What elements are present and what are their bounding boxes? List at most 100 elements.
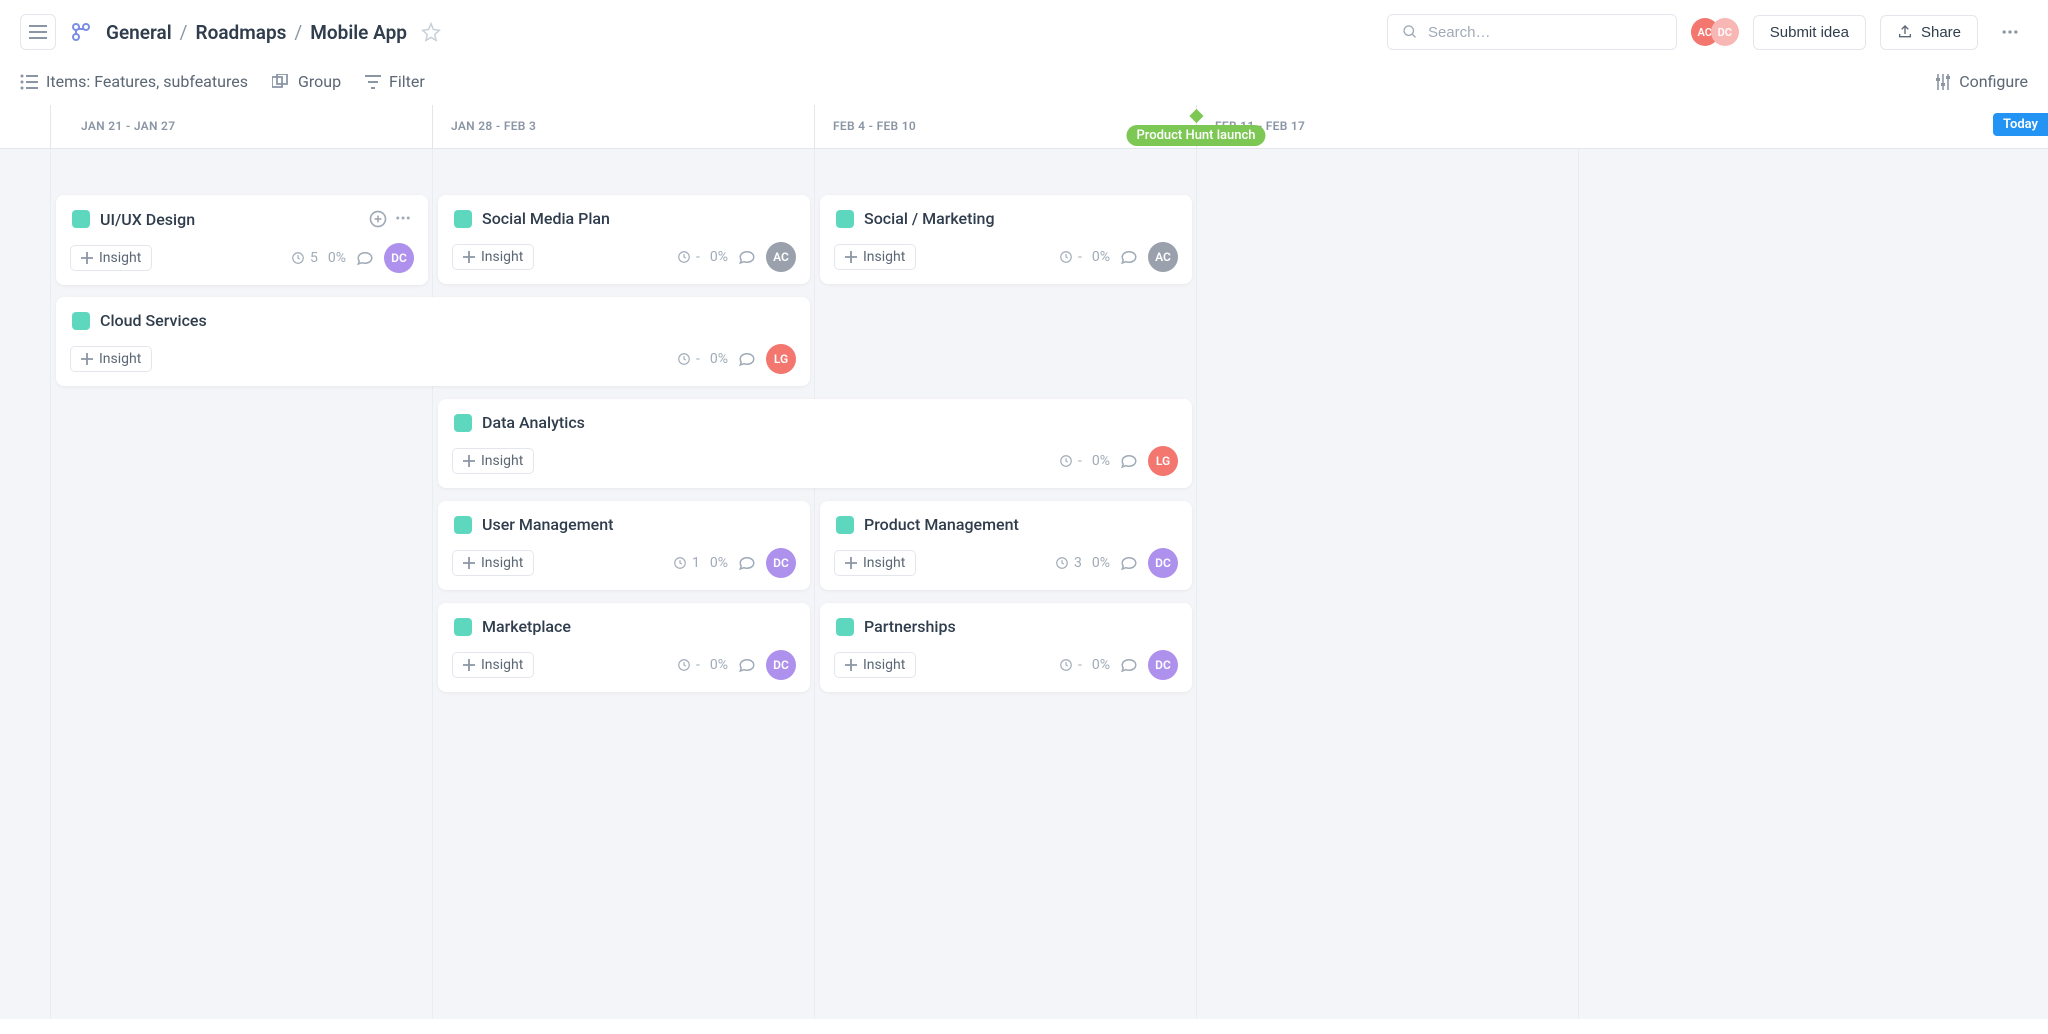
card-title: Social Media Plan (482, 209, 794, 228)
milestone-label: Product Hunt launch (1126, 125, 1265, 146)
card-title: Data Analytics (482, 413, 1176, 432)
card-title: UI/UX Design (100, 210, 358, 229)
add-subitem-button[interactable] (368, 209, 388, 229)
progress-stat: 0% (1092, 555, 1110, 571)
assignee-avatar[interactable]: LG (1148, 446, 1178, 476)
submit-idea-button[interactable]: Submit idea (1753, 15, 1866, 50)
roadmap-card[interactable]: User Management Insight 1 0% DC (438, 501, 810, 590)
card-color-swatch (454, 618, 472, 636)
assignee-avatar[interactable]: DC (766, 548, 796, 578)
filter-button[interactable]: Filter (365, 72, 425, 91)
card-title: Product Management (864, 515, 1176, 534)
roadmap-card[interactable]: UI/UX Design Insight 5 0% DC (56, 195, 428, 285)
group-label: Group (298, 72, 341, 91)
insight-button[interactable]: Insight (452, 244, 534, 270)
card-color-swatch (836, 210, 854, 228)
progress-stat: 0% (710, 657, 728, 673)
more-button[interactable] (1992, 14, 2028, 50)
favorite-button[interactable] (421, 22, 441, 42)
search-input[interactable] (1428, 24, 1662, 41)
roadmap-card[interactable]: Partnerships Insight - 0% DC (820, 603, 1192, 692)
tasks-stat: - (677, 249, 700, 265)
comments-button[interactable] (356, 249, 374, 267)
list-icon (20, 74, 38, 90)
insight-button[interactable]: Insight (834, 550, 916, 576)
insight-button[interactable]: Insight (70, 245, 152, 271)
comments-button[interactable] (738, 350, 756, 368)
menu-button[interactable] (20, 14, 56, 50)
insight-label: Insight (481, 657, 523, 673)
breadcrumb-item[interactable]: Roadmaps (196, 21, 287, 44)
insight-button[interactable]: Insight (452, 448, 534, 474)
insight-label: Insight (481, 249, 523, 265)
roadmap-card[interactable]: Social / Marketing Insight - 0% AC (820, 195, 1192, 284)
card-more-button[interactable] (394, 209, 412, 229)
assignee-avatar[interactable]: LG (766, 344, 796, 374)
insight-label: Insight (863, 249, 905, 265)
roadmap-card[interactable]: Data Analytics Insight - 0% LG (438, 399, 1192, 488)
timeline-body[interactable]: UI/UX Design Insight 5 0% DC Social Medi… (0, 149, 2048, 1019)
search-input-container[interactable] (1387, 14, 1677, 50)
assignee-avatar[interactable]: DC (766, 650, 796, 680)
share-button[interactable]: Share (1880, 15, 1978, 50)
card-title: User Management (482, 515, 794, 534)
insight-button[interactable]: Insight (834, 652, 916, 678)
breadcrumb: General / Roadmaps / Mobile App (106, 21, 407, 44)
comments-button[interactable] (1120, 248, 1138, 266)
group-button[interactable]: Group (272, 72, 341, 91)
comments-button[interactable] (1120, 554, 1138, 572)
star-icon (421, 22, 441, 42)
card-title: Social / Marketing (864, 209, 1176, 228)
breadcrumb-item[interactable]: Mobile App (310, 21, 407, 44)
breadcrumb-item[interactable]: General (106, 21, 172, 44)
filter-label: Filter (389, 72, 425, 91)
filter-icon (365, 75, 381, 89)
hamburger-icon (29, 25, 47, 39)
card-color-swatch (454, 516, 472, 534)
today-button[interactable]: Today (1993, 113, 2048, 136)
insight-button[interactable]: Insight (452, 652, 534, 678)
submit-idea-label: Submit idea (1770, 24, 1849, 41)
user-avatar-stack[interactable]: ACDC (1691, 18, 1739, 46)
insight-button[interactable]: Insight (452, 550, 534, 576)
roadmap-card[interactable]: Product Management Insight 3 0% DC (820, 501, 1192, 590)
app-logo-icon (70, 21, 92, 43)
insight-label: Insight (481, 453, 523, 469)
comments-button[interactable] (1120, 452, 1138, 470)
tasks-stat: - (677, 657, 700, 673)
comments-button[interactable] (738, 554, 756, 572)
search-icon (1402, 23, 1418, 41)
card-color-swatch (72, 210, 90, 228)
roadmap-card[interactable]: Cloud Services Insight - 0% LG (56, 297, 810, 386)
insight-label: Insight (863, 555, 905, 571)
assignee-avatar[interactable]: DC (384, 243, 414, 273)
insight-label: Insight (481, 555, 523, 571)
card-title: Cloud Services (100, 311, 794, 330)
card-color-swatch (72, 312, 90, 330)
configure-button[interactable]: Configure (1935, 72, 2028, 91)
card-color-swatch (454, 210, 472, 228)
comments-button[interactable] (1120, 656, 1138, 674)
breadcrumb-sep: / (294, 21, 302, 44)
items-filter[interactable]: Items: Features, subfeatures (20, 72, 248, 91)
assignee-avatar[interactable]: DC (1148, 650, 1178, 680)
insight-label: Insight (863, 657, 905, 673)
assignee-avatar[interactable]: DC (1148, 548, 1178, 578)
roadmap-card[interactable]: Marketplace Insight - 0% DC (438, 603, 810, 692)
insight-button[interactable]: Insight (70, 346, 152, 372)
insight-button[interactable]: Insight (834, 244, 916, 270)
assignee-avatar[interactable]: AC (1148, 242, 1178, 272)
card-color-swatch (836, 618, 854, 636)
roadmap-card[interactable]: Social Media Plan Insight - 0% AC (438, 195, 810, 284)
progress-stat: 0% (710, 351, 728, 367)
timeline-header: JAN 21 - JAN 27JAN 28 - FEB 3FEB 4 - FEB… (0, 105, 2048, 149)
comments-button[interactable] (738, 656, 756, 674)
timeline: JAN 21 - JAN 27JAN 28 - FEB 3FEB 4 - FEB… (0, 105, 2048, 1019)
milestone-marker[interactable]: Product Hunt launch (1126, 111, 1265, 146)
comments-button[interactable] (738, 248, 756, 266)
assignee-avatar[interactable]: AC (766, 242, 796, 272)
group-icon (272, 74, 290, 90)
user-avatar[interactable]: DC (1711, 18, 1739, 46)
card-title: Partnerships (864, 617, 1176, 636)
progress-stat: 0% (1092, 249, 1110, 265)
